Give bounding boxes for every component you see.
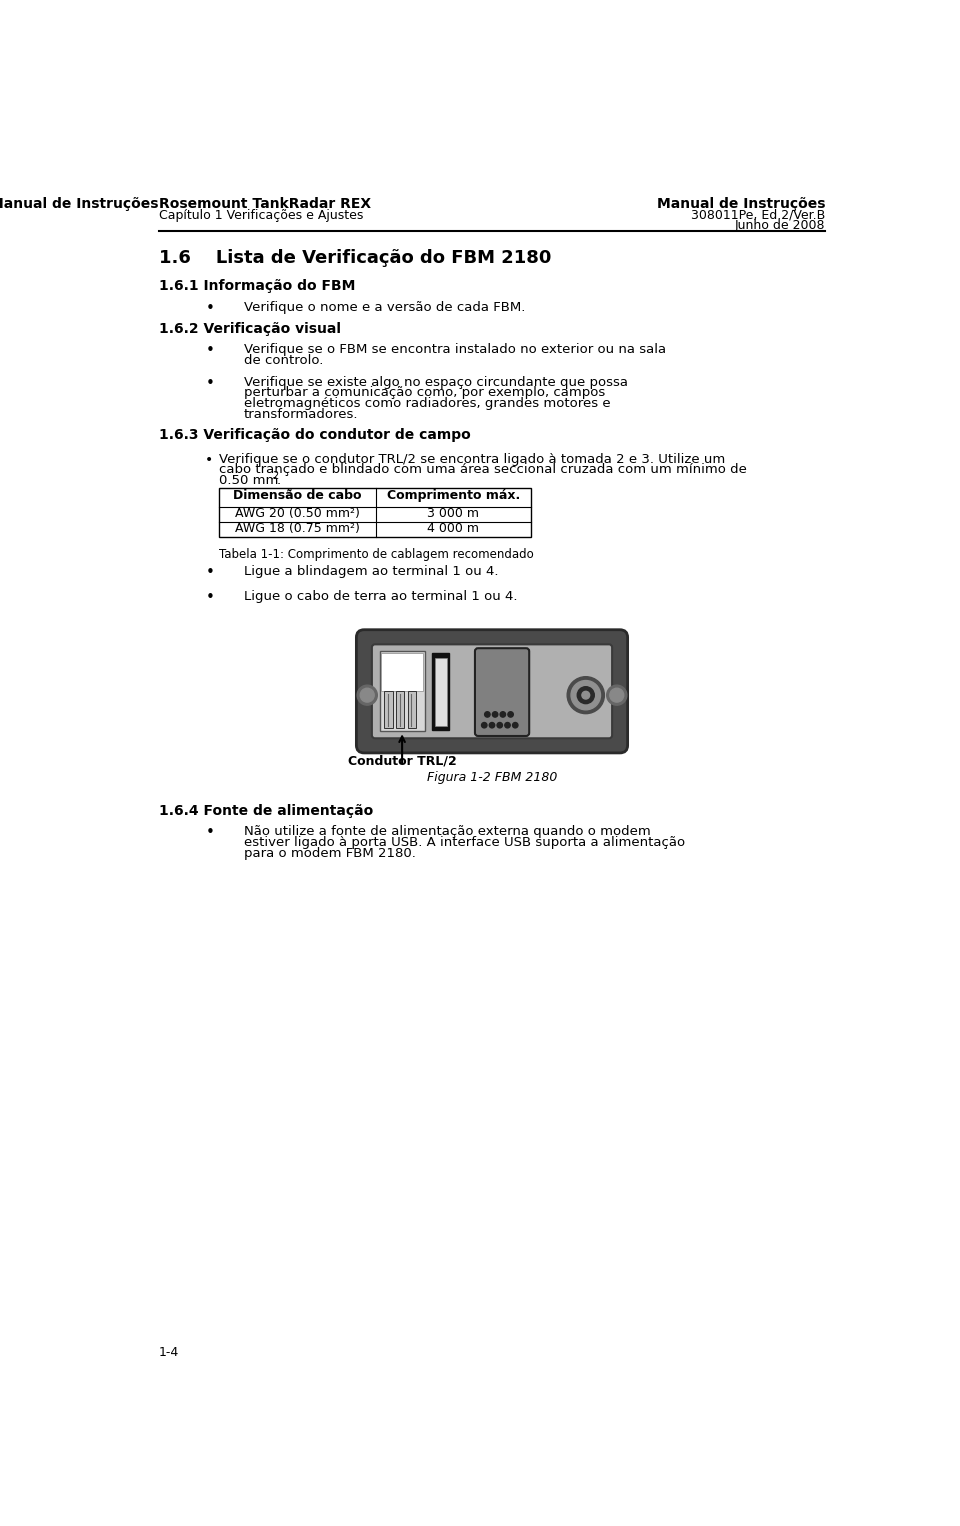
Text: 0.50 mm: 0.50 mm (219, 475, 278, 487)
Circle shape (505, 722, 510, 728)
Text: •: • (205, 375, 214, 391)
Circle shape (500, 711, 506, 717)
Circle shape (490, 722, 494, 728)
Text: •: • (205, 565, 214, 580)
Text: Verifique se o FBM se encontra instalado no exterior ou na sala: Verifique se o FBM se encontra instalado… (244, 343, 666, 356)
Text: 1.6.2 Verificação visual: 1.6.2 Verificação visual (158, 322, 341, 336)
Text: Manual de Instruções: Manual de Instruções (0, 197, 158, 211)
Text: Verifique se o condutor TRL/2 se encontra ligado à tomada 2 e 3. Utilize um: Verifique se o condutor TRL/2 se encontr… (219, 453, 726, 465)
Text: 3 000 m: 3 000 m (427, 507, 479, 520)
Text: Verifique o nome e a versão de cada FBM.: Verifique o nome e a versão de cada FBM. (244, 301, 525, 314)
FancyBboxPatch shape (475, 649, 529, 736)
Bar (396, 691, 404, 728)
Text: •: • (205, 589, 214, 604)
Text: •: • (205, 343, 214, 359)
Text: Junho de 2008: Junho de 2008 (734, 220, 826, 232)
Text: 1-4: 1-4 (158, 1346, 179, 1358)
Text: Comprimento máx.: Comprimento máx. (387, 490, 520, 502)
Bar (432, 653, 449, 729)
Circle shape (577, 687, 594, 703)
Circle shape (485, 711, 490, 717)
Text: AWG 20 (0.50 mm²): AWG 20 (0.50 mm²) (235, 507, 360, 520)
Circle shape (607, 685, 627, 705)
Text: estiver ligado à porta USB. A interface USB suporta a alimentação: estiver ligado à porta USB. A interface … (244, 836, 685, 848)
Text: Dimensão de cabo: Dimensão de cabo (233, 490, 362, 502)
Text: para o modem FBM 2180.: para o modem FBM 2180. (244, 847, 416, 859)
Circle shape (357, 685, 377, 705)
Text: •: • (205, 826, 214, 841)
Text: cabo trançado e blindado com uma área seccional cruzada com um mínimo de: cabo trançado e blindado com uma área se… (219, 464, 747, 476)
Bar (381, 653, 423, 691)
Text: Tabela 1-1: Comprimento de cablagem recomendado: Tabela 1-1: Comprimento de cablagem reco… (219, 548, 534, 562)
Text: Capítulo 1 Verificações e Ajustes: Capítulo 1 Verificações e Ajustes (158, 209, 363, 221)
Circle shape (482, 722, 487, 728)
Text: Figura 1-2 FBM 2180: Figura 1-2 FBM 2180 (427, 772, 557, 784)
Text: •: • (205, 301, 214, 316)
Circle shape (497, 722, 502, 728)
Text: Rosemount TankRadar REX: Rosemount TankRadar REX (158, 197, 371, 211)
Circle shape (360, 688, 374, 702)
Text: 2: 2 (272, 472, 278, 481)
Circle shape (513, 722, 518, 728)
Text: 4 000 m: 4 000 m (427, 522, 479, 536)
Circle shape (567, 676, 605, 714)
Bar (219, 488, 531, 537)
Text: .: . (276, 475, 280, 487)
FancyBboxPatch shape (356, 630, 628, 752)
Text: 1.6    Lista de Verificação do FBM 2180: 1.6 Lista de Verificação do FBM 2180 (158, 249, 551, 267)
Circle shape (610, 688, 624, 702)
Circle shape (571, 681, 601, 710)
Bar (408, 691, 416, 728)
Text: 1.6.3 Verificação do condutor de campo: 1.6.3 Verificação do condutor de campo (158, 427, 470, 443)
Text: Manual de Instruções: Manual de Instruções (657, 197, 826, 211)
Text: eletromagnéticos como radiadores, grandes motores e: eletromagnéticos como radiadores, grande… (244, 397, 611, 410)
Text: 308011Pe, Ed.2/Ver.B: 308011Pe, Ed.2/Ver.B (691, 209, 826, 221)
Text: AWG 18 (0.75 mm²): AWG 18 (0.75 mm²) (235, 522, 360, 536)
Text: de controlo.: de controlo. (244, 354, 324, 368)
Text: •: • (205, 453, 213, 467)
Circle shape (582, 691, 589, 699)
Text: Verifique se existe algo no espaço circundante que possa: Verifique se existe algo no espaço circu… (244, 375, 628, 389)
Text: transformadores.: transformadores. (244, 407, 358, 421)
Circle shape (492, 711, 498, 717)
Text: perturbar a comunicação como, por exemplo, campos: perturbar a comunicação como, por exempl… (244, 386, 605, 400)
FancyBboxPatch shape (372, 644, 612, 739)
Bar (379, 652, 424, 731)
Text: 1.6.4 Fonte de alimentação: 1.6.4 Fonte de alimentação (158, 804, 373, 818)
Circle shape (508, 711, 514, 717)
Text: Ligue o cabo de terra ao terminal 1 ou 4.: Ligue o cabo de terra ao terminal 1 ou 4… (244, 589, 517, 603)
Text: 1.6.1 Informação do FBM: 1.6.1 Informação do FBM (158, 279, 355, 293)
Text: Condutor TRL/2: Condutor TRL/2 (348, 754, 456, 768)
Bar (384, 691, 393, 728)
Text: Ligue a blindagem ao terminal 1 ou 4.: Ligue a blindagem ao terminal 1 ou 4. (244, 565, 498, 578)
Text: Não utilize a fonte de alimentação externa quando o modem: Não utilize a fonte de alimentação exter… (244, 826, 651, 838)
Bar (435, 658, 447, 726)
